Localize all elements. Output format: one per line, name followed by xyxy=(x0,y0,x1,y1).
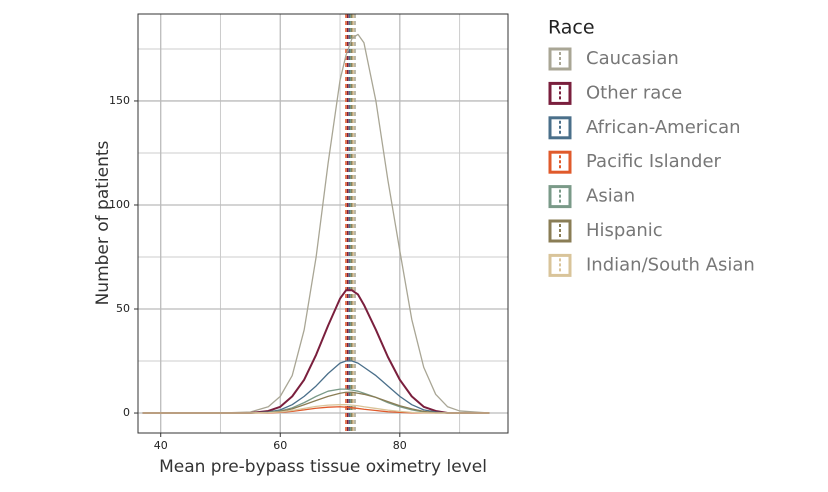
legend-label: Other race xyxy=(586,82,682,103)
x-axis-label: Mean pre-bypass tissue oximetry level xyxy=(159,457,487,477)
legend-item: Hispanic xyxy=(548,219,663,243)
series-line xyxy=(142,289,490,415)
x-tick-label: 60 xyxy=(273,439,287,452)
y-tick-label: 50 xyxy=(116,302,130,315)
y-tick-label: 150 xyxy=(109,94,130,107)
legend-item: Caucasian xyxy=(548,47,679,71)
y-tick-label: 100 xyxy=(109,198,130,211)
legend-title: Race xyxy=(548,17,595,39)
y-axis-label: Number of patients xyxy=(93,140,113,305)
x-tick-label: 80 xyxy=(393,439,407,452)
legend-item: Other race xyxy=(548,81,682,105)
legend-label: Indian/South Asian xyxy=(586,254,755,275)
legend-item: African-American xyxy=(548,116,741,140)
x-tick-label: 40 xyxy=(154,439,168,452)
series-line xyxy=(142,360,490,414)
series-line xyxy=(142,404,490,414)
y-tick-label: 0 xyxy=(123,406,130,419)
series-line xyxy=(142,33,490,414)
legend-item: Pacific Islander xyxy=(548,150,722,174)
legend-label: Pacific Islander xyxy=(586,151,722,172)
legend-label: African-American xyxy=(586,117,741,138)
legend-label: Asian xyxy=(586,186,635,207)
legend-item: Indian/South Asian xyxy=(548,253,755,277)
legend-label: Caucasian xyxy=(586,48,679,69)
legend-label: Hispanic xyxy=(586,220,663,241)
legend-item: Asian xyxy=(548,185,635,209)
plot-border xyxy=(137,13,509,434)
